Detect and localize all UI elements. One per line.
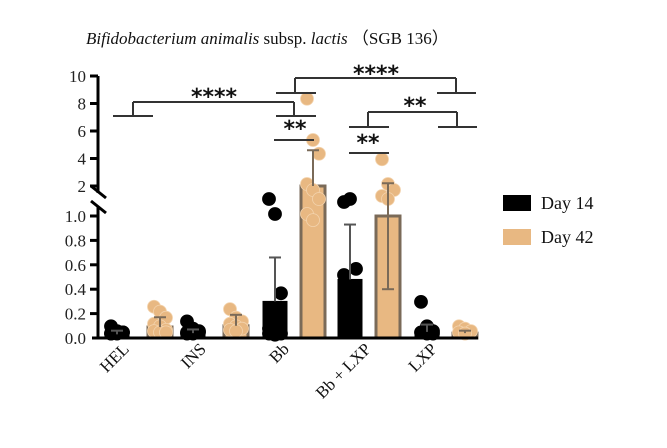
- title-lactis: lactis: [310, 29, 348, 48]
- x-tick-label: HEL: [96, 339, 133, 376]
- sig-label-hel-bb: ****: [191, 85, 238, 110]
- data-point: [312, 192, 326, 206]
- data-point: [268, 207, 282, 221]
- chart-title: Bifidobacterium animalis subsp. lactis （…: [86, 24, 449, 49]
- legend-swatch-day42: [503, 229, 531, 245]
- legend-item-day14: Day 14: [503, 186, 594, 220]
- y-tick-label-lower: 0.0: [65, 329, 86, 348]
- legend-label-day42: Day 42: [541, 226, 594, 247]
- data-point: [337, 268, 351, 282]
- data-point: [343, 192, 357, 206]
- x-tick-label: LXP: [405, 339, 441, 375]
- title-subsp: subsp.: [263, 29, 307, 48]
- y-tick-label-upper: 8: [78, 95, 87, 114]
- y-tick-label-lower: 0.6: [65, 256, 86, 275]
- y-tick-label-lower: 0.4: [65, 280, 87, 299]
- bar-day14: [337, 278, 363, 339]
- x-tick-label: INS: [177, 339, 210, 372]
- data-point: [306, 213, 320, 228]
- y-axis: 2 4 6 8 10 0.0 0.2 0.4 0.6 0.8 1.0: [65, 67, 478, 348]
- points-layer: [104, 91, 478, 342]
- data-point: [274, 286, 288, 301]
- title-sgb: （SGB 136）: [351, 29, 449, 48]
- data-point: [312, 146, 326, 161]
- data-point: [300, 91, 314, 106]
- data-point: [262, 192, 276, 206]
- legend: Day 14 Day 42: [503, 186, 594, 254]
- legend-label-day14: Day 14: [541, 192, 594, 213]
- axis-break-mark-lower: [90, 199, 107, 215]
- y-tick-label-upper: 2: [78, 177, 87, 196]
- x-axis-labels: HEL INS Bb Bb + LXP LXP: [96, 339, 441, 402]
- y-tick-label-lower: 1.0: [65, 207, 86, 226]
- axis-break-mark-upper: [90, 184, 107, 200]
- sig-label-bblxp-internal: **: [356, 131, 380, 156]
- title-species: Bifidobacterium animalis: [86, 29, 260, 48]
- y-tick-label-upper: 4: [78, 150, 87, 169]
- error-bars-layer: [111, 149, 471, 335]
- y-tick-label-upper: 10: [69, 67, 86, 86]
- y-tick-label-lower: 0.8: [65, 231, 86, 250]
- significance-layer: **************: [113, 62, 477, 156]
- legend-swatch-day14: [503, 195, 531, 211]
- data-point: [349, 261, 363, 276]
- data-point: [229, 324, 243, 339]
- x-tick-label: Bb: [265, 339, 292, 366]
- y-tick-label-upper: 6: [78, 122, 87, 141]
- sig-label-bblxp-lxp: **: [403, 94, 427, 119]
- legend-item-day42: Day 42: [503, 220, 594, 254]
- data-point: [192, 324, 206, 339]
- sig-label-bb-lxp: ****: [353, 62, 400, 87]
- x-tick-label: Bb + LXP: [312, 339, 375, 402]
- y-tick-label-lower: 0.2: [65, 305, 86, 324]
- data-point: [414, 294, 428, 309]
- sig-label-bb-internal: **: [283, 117, 307, 142]
